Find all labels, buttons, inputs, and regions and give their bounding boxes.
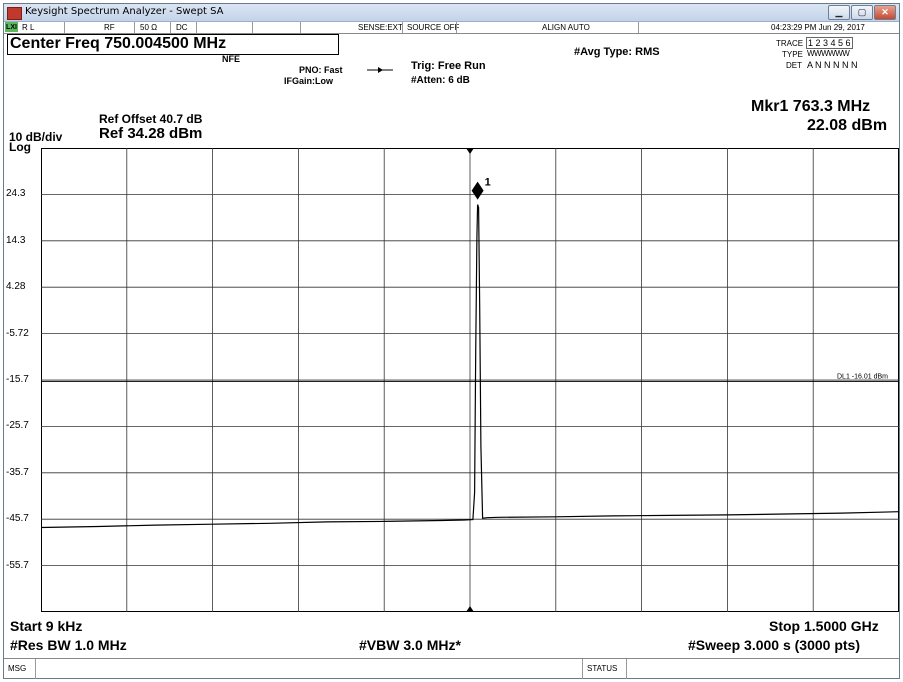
- divider: [35, 659, 36, 679]
- divider: [300, 22, 301, 33]
- divider: [582, 659, 583, 679]
- trace-label: TRACE: [776, 39, 804, 48]
- msg-label: MSG: [8, 664, 27, 673]
- divider: [170, 22, 171, 33]
- source-indicator: SOURCE OFF: [407, 23, 460, 32]
- center-top-triangle-icon: [466, 148, 474, 154]
- status-label: STATUS: [587, 664, 618, 673]
- minimize-button[interactable]: ▁: [828, 5, 850, 20]
- close-button[interactable]: ✕: [874, 5, 896, 20]
- avg-type-label: #Avg Type: RMS: [574, 46, 660, 58]
- trace-values: 1 2 3 4 5 6: [806, 37, 853, 49]
- center-bottom-triangle-icon: [466, 606, 474, 612]
- status-row: LXI R L RF 50 Ω DC SENSE:EXT SOURCE OFF …: [4, 22, 899, 34]
- res-bw-label[interactable]: #Res BW 1.0 MHz: [10, 637, 127, 653]
- datetime-display: 04:23:29 PM Jun 29, 2017: [771, 23, 865, 32]
- y-tick-label: -55.7: [6, 559, 29, 571]
- marker-1-number: 1: [485, 177, 491, 189]
- divider: [626, 659, 627, 679]
- y-tick-label: 14.3: [6, 234, 26, 246]
- marker-freq-readout: Mkr1 763.3 MHz: [751, 98, 871, 115]
- nfe-label: NFE: [222, 54, 240, 64]
- pno-label: PNO: Fast: [299, 65, 343, 75]
- divider: [196, 22, 197, 33]
- y-tick-label: -5.72: [6, 327, 29, 339]
- det-values: A N N N N N: [807, 60, 858, 70]
- divider: [638, 22, 639, 33]
- divider: [402, 22, 403, 33]
- center-freq[interactable]: Center Freq 750.004500 MHz: [10, 35, 227, 52]
- y-tick-label: -25.7: [6, 420, 29, 432]
- start-freq-label[interactable]: Start 9 kHz: [10, 618, 83, 634]
- scale-label[interactable]: 10 dB/div: [9, 130, 63, 144]
- ifgain-label: IFGain:Low: [284, 76, 333, 86]
- type-label: TYPE: [782, 50, 803, 59]
- y-tick-label: -15.7: [6, 374, 29, 385]
- vbw-label[interactable]: #VBW 3.0 MHz*: [359, 637, 461, 653]
- align-indicator: ALIGN AUTO: [542, 23, 590, 32]
- marker-1-icon[interactable]: [471, 181, 484, 200]
- type-values: WWWWWW: [807, 49, 850, 58]
- coupling-indicator: DC: [176, 23, 188, 32]
- y-tick-label: 4.28: [6, 281, 26, 293]
- display-line-label: DL1 -16.01 dBm: [837, 373, 888, 380]
- spectrum-graticule[interactable]: DL1 -16.01 dBm 1: [41, 148, 899, 612]
- ref-level-label[interactable]: Ref 34.28 dBm: [99, 125, 203, 142]
- y-tick-label: -45.7: [6, 513, 29, 525]
- divider: [252, 22, 253, 33]
- y-tick-label: -35.7: [6, 466, 29, 478]
- det-label: DET: [786, 61, 802, 70]
- impedance-indicator: 50 Ω: [140, 23, 158, 32]
- title-bar: Keysight Spectrum Analyzer - Swept SA ▁ …: [4, 4, 899, 22]
- ref-offset-label: Ref Offset 40.7 dB: [99, 112, 203, 126]
- atten-label: #Atten: 6 dB: [411, 75, 470, 86]
- maximize-button[interactable]: ▢: [851, 5, 873, 20]
- trig-label: Trig: Free Run: [411, 60, 486, 72]
- message-bar: MSG STATUS: [4, 658, 899, 679]
- marker-level-readout: 22.08 dBm: [807, 117, 888, 134]
- analyzer-window: Keysight Spectrum Analyzer - Swept SA ▁ …: [3, 3, 900, 679]
- rf-indicator: RF: [104, 23, 115, 32]
- rl-indicator: R L: [22, 23, 35, 32]
- sweep-label[interactable]: #Sweep 3.000 s (3000 pts): [688, 637, 860, 653]
- divider: [134, 22, 135, 33]
- stop-freq-label[interactable]: Stop 1.5000 GHz: [769, 618, 879, 634]
- divider: [456, 22, 457, 33]
- center-freq-box[interactable]: [7, 34, 339, 55]
- sense-indicator: SENSE:EXT: [358, 23, 403, 32]
- trigger-arrow-icon: [367, 67, 393, 73]
- scale-type-label: Log: [9, 140, 31, 154]
- divider: [64, 22, 65, 33]
- window-title: Keysight Spectrum Analyzer - Swept SA: [25, 6, 224, 17]
- lxi-indicator: LXI: [5, 22, 18, 32]
- app-icon: [7, 7, 22, 20]
- y-tick-label: 24.3: [6, 188, 26, 200]
- trace-1: [41, 204, 899, 529]
